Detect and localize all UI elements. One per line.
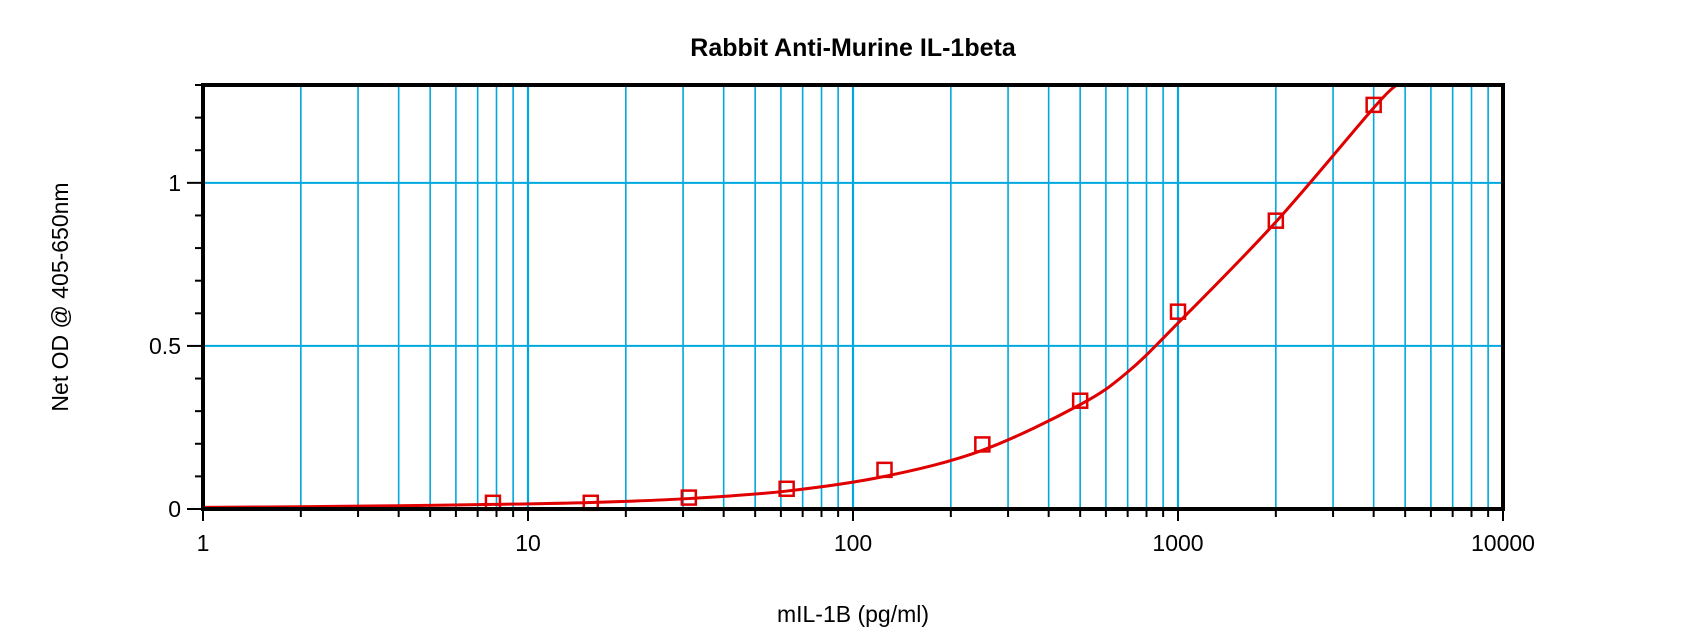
grid <box>203 85 1503 509</box>
x-tick-label: 10000 <box>1471 530 1535 556</box>
chart-title: Rabbit Anti-Murine IL-1beta <box>690 34 1017 62</box>
data-point <box>1267 212 1285 229</box>
x-tick-label: 1000 <box>1152 530 1203 556</box>
x-tick-label: 10 <box>515 530 541 556</box>
data-points <box>484 96 1382 512</box>
data-point <box>680 489 698 506</box>
y-tick-label: 0 <box>168 496 181 522</box>
data-point <box>1071 392 1089 409</box>
fit-curve-group <box>202 83 1398 509</box>
data-point <box>1365 96 1382 114</box>
data-point <box>1169 303 1187 320</box>
data-point <box>876 461 893 479</box>
x-tick-label: 100 <box>834 530 872 556</box>
x-axis-label: mIL-1B (pg/ml) <box>777 601 929 627</box>
tick-labels: 1 10 100 1000 10000 0 0.5 1 <box>149 170 1535 556</box>
data-point <box>974 436 991 453</box>
data-point <box>778 480 795 498</box>
plot-frame <box>201 83 1505 511</box>
fit-curve <box>202 83 1398 509</box>
y-tick-label: 0.5 <box>149 333 181 359</box>
y-tick-label: 1 <box>168 170 181 196</box>
axes <box>187 83 1505 521</box>
x-tick-label: 1 <box>197 530 210 556</box>
y-axis-label: Net OD @ 405-650nm <box>47 182 73 411</box>
